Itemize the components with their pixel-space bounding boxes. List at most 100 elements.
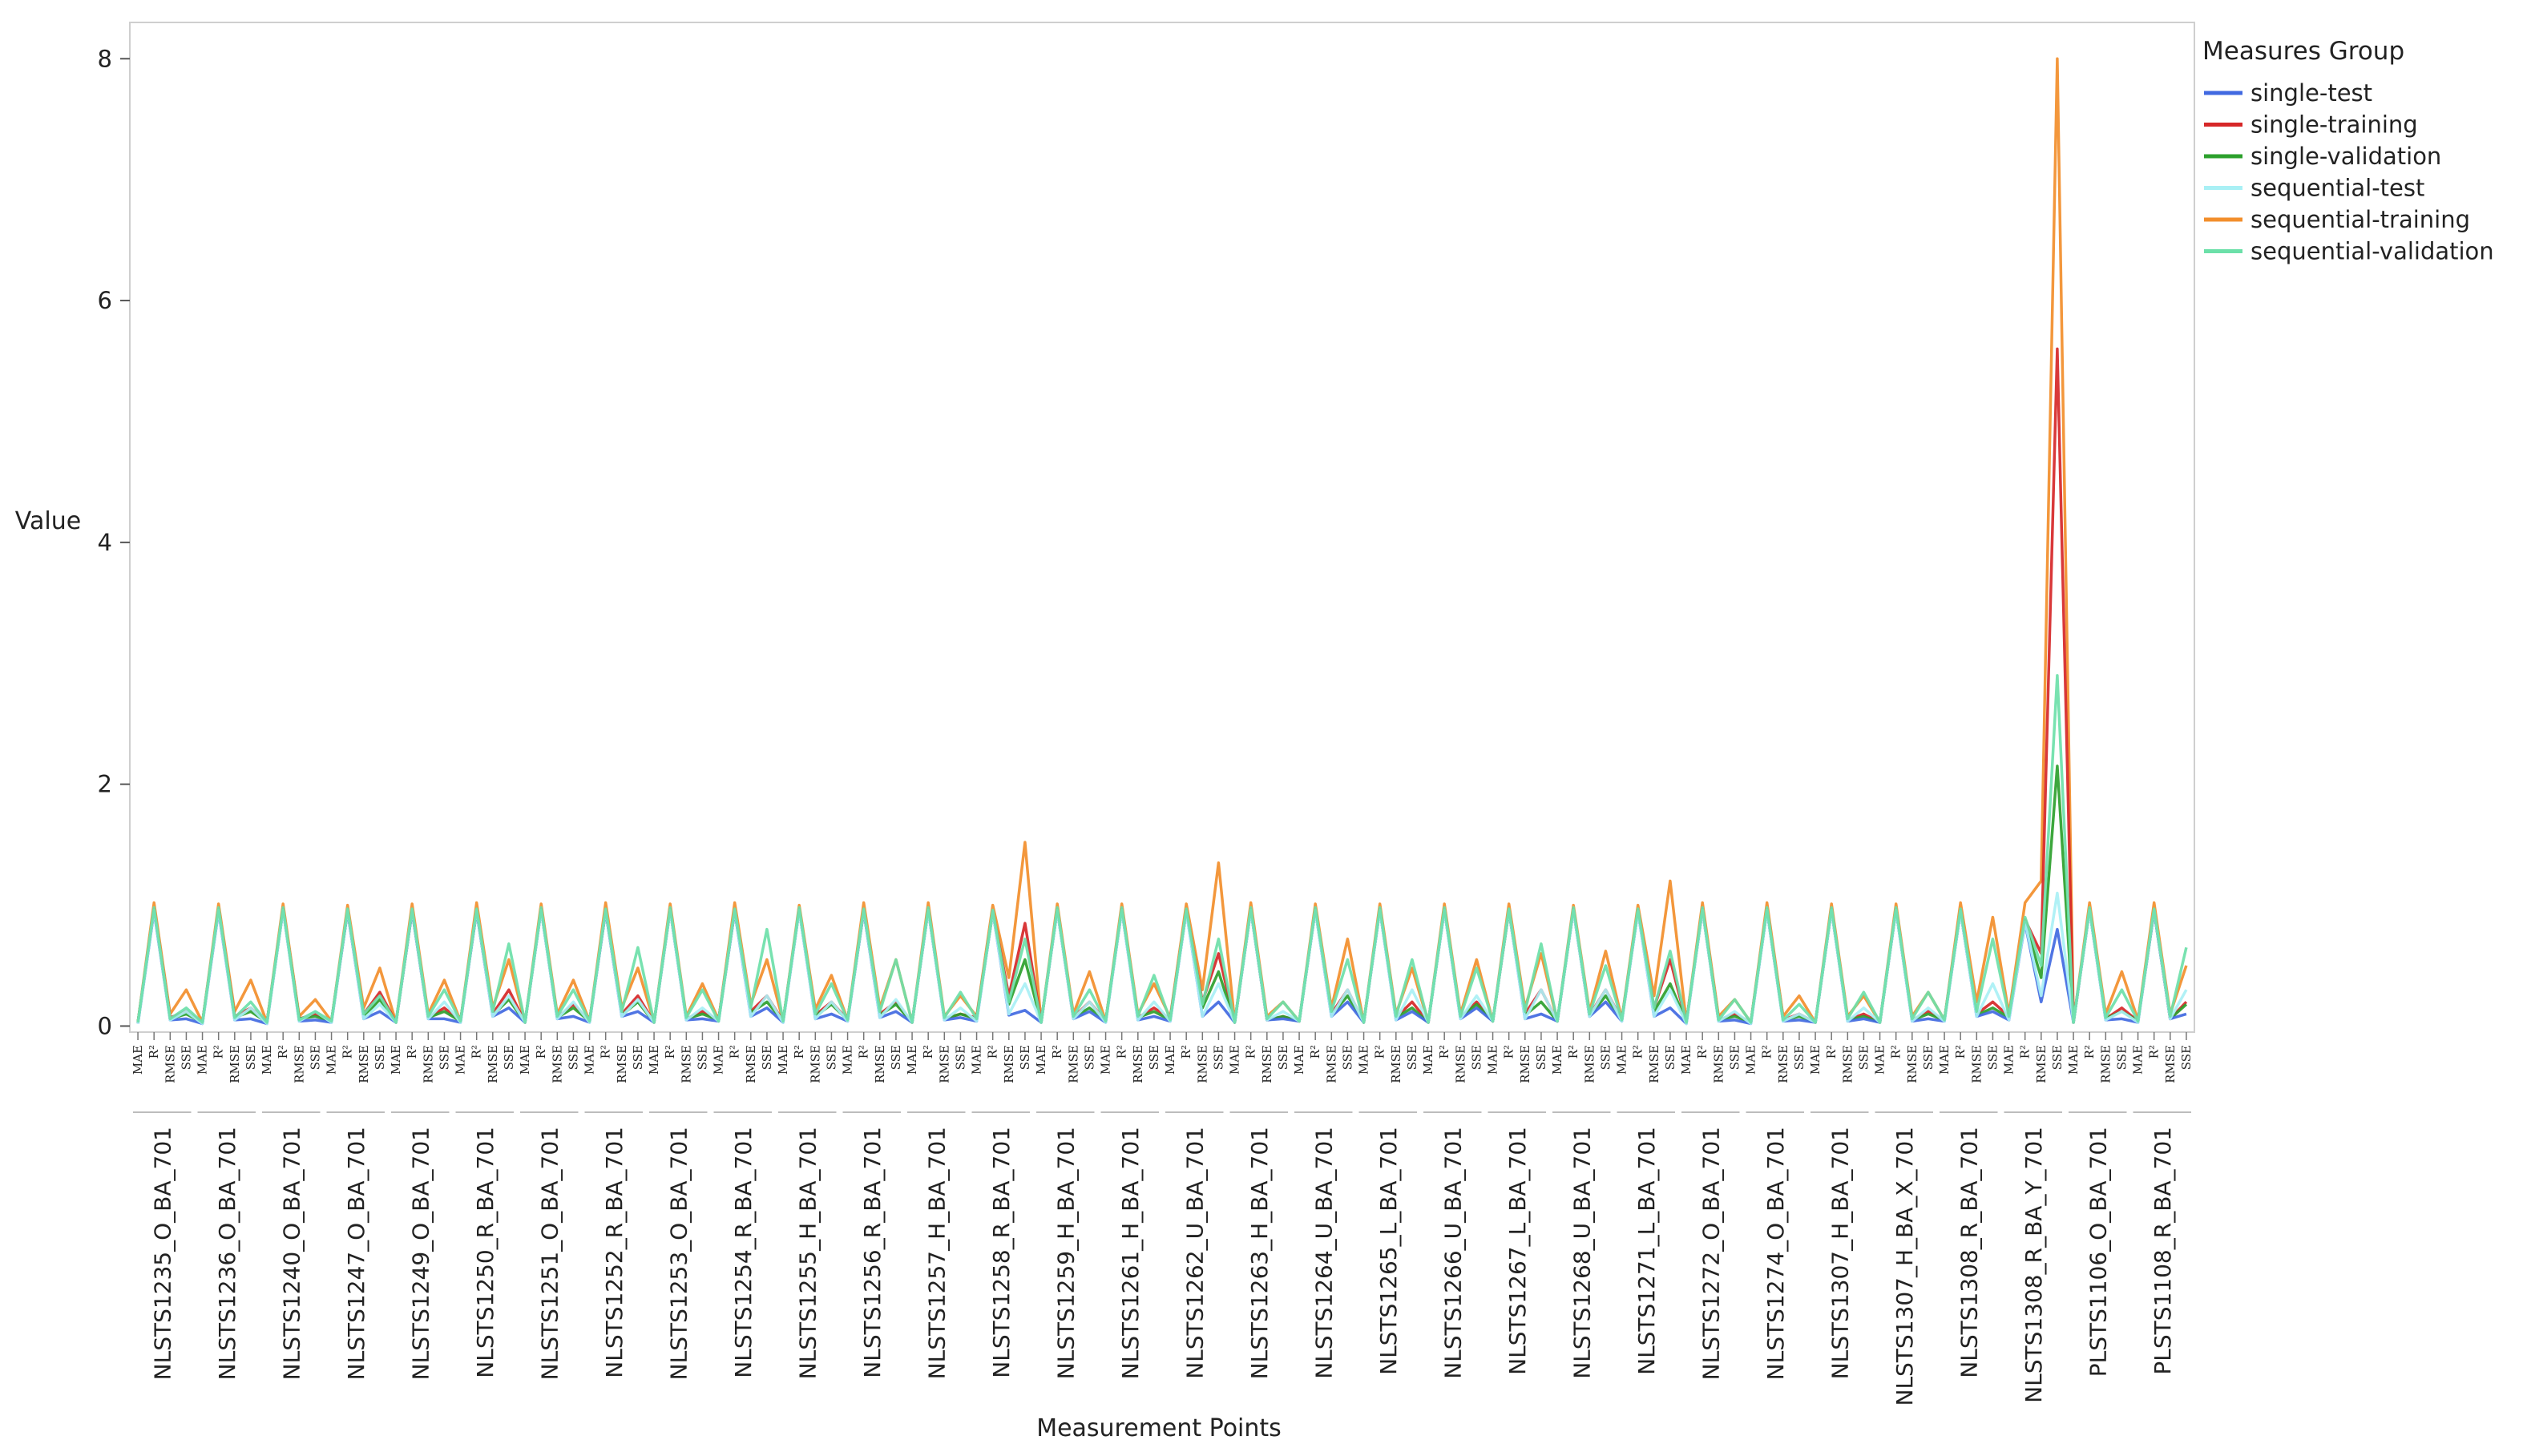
legend-title: Measures Group [2202, 37, 2404, 66]
y-tick-label: 0 [98, 1012, 112, 1039]
x-metric-label: R² [147, 1045, 161, 1059]
x-group-label: NLSTS1262_U_BA_701 [1181, 1127, 1208, 1379]
x-metric-label: RMSE [615, 1045, 629, 1083]
x-metric-label: R² [1502, 1045, 1516, 1059]
legend-label-sequential-training: sequential-training [2251, 206, 2470, 233]
x-metric-label: RMSE [421, 1045, 435, 1083]
x-metric-label: SSE [1211, 1045, 1225, 1070]
x-metric-label: SSE [179, 1045, 193, 1070]
legend-label-single-validation: single-validation [2251, 143, 2441, 170]
x-group-label: NLSTS1263_H_BA_701 [1246, 1127, 1273, 1379]
x-metric-label: RMSE [550, 1045, 564, 1083]
x-metric-label: SSE [2179, 1045, 2194, 1070]
x-group-label: NLSTS1264_U_BA_701 [1310, 1127, 1337, 1379]
legend-label-sequential-validation: sequential-validation [2251, 238, 2494, 265]
x-group-label: NLSTS1266_U_BA_701 [1439, 1127, 1466, 1379]
x-group-label: NLSTS1274_O_BA_701 [1762, 1127, 1789, 1380]
x-metric-label: RMSE [292, 1045, 306, 1083]
x-metric-label: MAE [1808, 1045, 1823, 1075]
x-metric-label: R² [534, 1045, 548, 1059]
x-metric-label: R² [341, 1045, 355, 1059]
x-metric-label: RMSE [486, 1045, 500, 1083]
x-metric-label: SSE [373, 1045, 387, 1070]
x-metric-label: RMSE [1453, 1045, 1467, 1083]
x-group-label: NLSTS1252_R_BA_701 [601, 1127, 628, 1378]
y-tick-label: 6 [98, 287, 112, 314]
x-metric-label: MAE [454, 1045, 468, 1075]
x-metric-label: RMSE [1066, 1045, 1080, 1083]
x-group-label: NLSTS1259_H_BA_701 [1052, 1127, 1079, 1379]
x-metric-label: R² [1373, 1045, 1387, 1059]
x-metric-label: MAE [1937, 1045, 1952, 1075]
x-metric-label: R² [276, 1045, 290, 1059]
x-metric-label: MAE [1421, 1045, 1435, 1075]
legend-label-single-training: single-training [2251, 111, 2418, 139]
x-metric-label: RMSE [1969, 1045, 1984, 1083]
x-metric-label: R² [986, 1045, 1000, 1059]
x-group-label: NLSTS1254_R_BA_701 [730, 1127, 757, 1378]
x-metric-label: RMSE [808, 1045, 822, 1083]
x-metric-label: R² [405, 1045, 419, 1059]
x-metric-label: R² [663, 1045, 677, 1059]
x-metric-label: RMSE [1647, 1045, 1661, 1083]
x-metric-label: RMSE [1905, 1045, 1919, 1083]
x-metric-label: RMSE [1776, 1045, 1790, 1083]
x-metric-label: R² [1566, 1045, 1580, 1059]
x-metric-label: MAE [1873, 1045, 1887, 1075]
x-metric-label: SSE [631, 1045, 645, 1070]
x-group-label: NLSTS1267_L_BA_701 [1504, 1127, 1531, 1375]
x-metric-label: RMSE [744, 1045, 758, 1083]
x-metric-label: RMSE [1389, 1045, 1403, 1083]
x-metric-label: RMSE [2163, 1045, 2178, 1083]
plot-border [129, 22, 2195, 1033]
x-metric-label: RMSE [873, 1045, 887, 1083]
x-metric-label: MAE [712, 1045, 726, 1075]
x-group-label: NLSTS1250_R_BA_701 [472, 1127, 499, 1378]
x-group-label: NLSTS1308_R_BA_701 [1956, 1127, 1982, 1378]
x-metric-label: SSE [566, 1045, 580, 1070]
x-metric-label: MAE [1292, 1045, 1306, 1075]
x-metric-label: SSE [1792, 1045, 1806, 1070]
x-metric-label: RMSE [1002, 1045, 1016, 1083]
x-metric-label: RMSE [1260, 1045, 1274, 1083]
x-group-label: NLSTS1265_L_BA_701 [1375, 1127, 1402, 1375]
x-group-label: NLSTS1307_H_BA_701 [1827, 1127, 1853, 1379]
x-metric-label: SSE [1727, 1045, 1742, 1070]
x-metric-label: MAE [583, 1045, 597, 1075]
y-tick-label: 2 [98, 771, 112, 798]
x-group-label: NLSTS1271_L_BA_701 [1633, 1127, 1660, 1375]
x-group-label: NLSTS1235_O_BA_701 [149, 1127, 176, 1380]
x-group-label: NLSTS1257_H_BA_701 [923, 1127, 950, 1379]
x-metric-label: MAE [841, 1045, 855, 1075]
y-tick-label: 8 [98, 45, 112, 72]
x-metric-label: RMSE [2034, 1045, 2049, 1083]
x-metric-label: RMSE [1324, 1045, 1338, 1083]
x-metric-label: R² [1179, 1045, 1193, 1059]
x-metric-label: R² [921, 1045, 935, 1059]
x-metric-label: SSE [1018, 1045, 1032, 1070]
x-metric-label: MAE [2002, 1045, 2016, 1075]
x-metric-label: RMSE [937, 1045, 951, 1083]
series-layer [136, 57, 2188, 1026]
y-tick-label: 4 [98, 529, 112, 556]
x-metric-label: MAE [196, 1045, 210, 1075]
x-group-label: NLSTS1261_H_BA_701 [1117, 1127, 1144, 1379]
x-metric-label: RMSE [1840, 1045, 1855, 1083]
x-axis-label: Measurement Points [1036, 1414, 1282, 1442]
x-metric-label: R² [1244, 1045, 1258, 1059]
x-metric-label: R² [2018, 1045, 2033, 1059]
x-metric-label: R² [728, 1045, 742, 1059]
x-metric-label: RMSE [1131, 1045, 1145, 1083]
x-metric-label: RMSE [1195, 1045, 1209, 1083]
x-group-label: PLSTS1108_R_BA_701 [2150, 1127, 2176, 1375]
x-metric-label: R² [1631, 1045, 1645, 1059]
x-group-label: NLSTS1308_R_BA_Y_701 [2020, 1127, 2047, 1403]
x-metric-label: RMSE [1518, 1045, 1532, 1083]
x-metric-label: MAE [1099, 1045, 1113, 1075]
x-metric-label: R² [1889, 1045, 1903, 1059]
x-group-label: NLSTS1236_O_BA_701 [214, 1127, 240, 1380]
x-metric-label: MAE [647, 1045, 661, 1075]
x-group-label: NLSTS1258_R_BA_701 [988, 1127, 1015, 1378]
x-metric-label: SSE [1340, 1045, 1354, 1070]
